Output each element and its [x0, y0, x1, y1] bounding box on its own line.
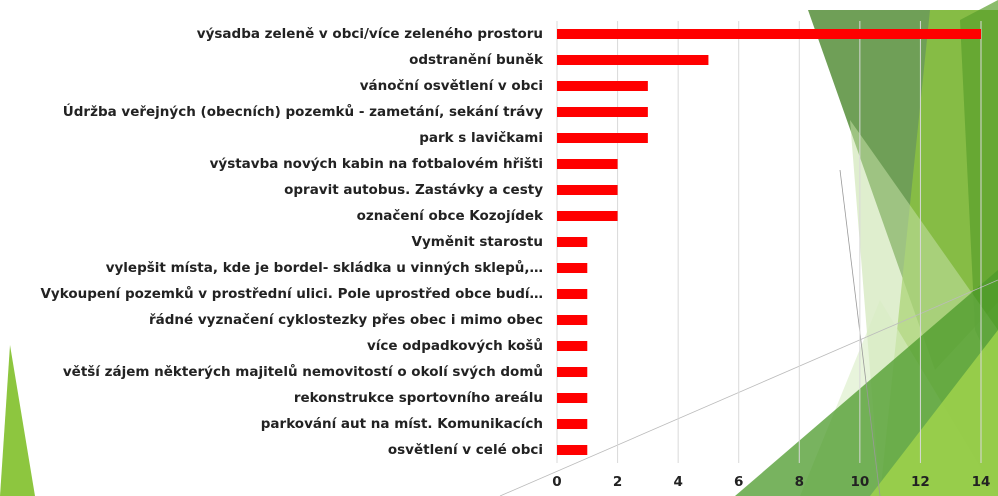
y-tick-label: rekonstrukce sportovního areálu [294, 390, 543, 406]
y-tick-label: výsadba zeleně v obci/více zeleného pros… [197, 26, 543, 42]
y-tick-label: více odpadkových košů [367, 337, 543, 354]
y-tick-label: Údržba veřejných (obecních) pozemků - za… [63, 102, 543, 120]
bar [557, 159, 618, 169]
x-tick-label: 8 [795, 474, 804, 490]
bar [557, 107, 648, 117]
y-tick-label: větší zájem některých majitelů nemovitos… [63, 363, 543, 380]
bar [557, 133, 648, 143]
bar [557, 315, 587, 325]
bar [557, 263, 587, 273]
y-tick-label: osvětlení v celé obci [388, 442, 543, 458]
bar [557, 29, 981, 39]
bar [557, 55, 708, 65]
x-tick-label: 6 [734, 474, 743, 490]
bar [557, 419, 587, 429]
y-tick-label: označení obce Kozojídek [357, 208, 544, 224]
x-tick-label: 2 [613, 474, 622, 490]
y-tick-label: výstavba nových kabin na fotbalovém hřiš… [210, 156, 543, 172]
bar [557, 81, 648, 91]
bar [557, 445, 587, 455]
x-tick-label: 12 [911, 474, 930, 490]
y-tick-label: opravit autobus. Zastávky a cesty [284, 182, 543, 198]
y-tick-label: Vykoupení pozemků v prostřední ulici. Po… [40, 285, 543, 302]
y-tick-label: parkování aut na míst. Komunikacích [261, 416, 543, 432]
y-tick-label: odstranění buněk [409, 52, 544, 68]
bar [557, 367, 587, 377]
y-tick-label: park s lavičkami [419, 130, 543, 146]
x-tick-label: 14 [972, 474, 991, 490]
chart: 0 2 4 6 8 10 12 14 výsadba zeleně v obci/více ze… [0, 0, 998, 496]
bar [557, 237, 587, 247]
x-tick-label: 10 [850, 474, 869, 490]
y-tick-label: Vyměnit starostu [412, 234, 544, 250]
bar [557, 393, 587, 403]
bar [557, 289, 587, 299]
bar [557, 211, 618, 221]
x-tick-label: 0 [552, 474, 561, 490]
bar [557, 341, 587, 351]
y-tick-label: vylepšit místa, kde je bordel- skládka u… [106, 259, 543, 276]
bar [557, 185, 618, 195]
x-tick-label: 4 [673, 474, 682, 490]
y-tick-label: vánoční osvětlení v obci [360, 78, 543, 94]
y-tick-label: řádné vyznačení cyklostezky přes obec i … [149, 312, 543, 328]
